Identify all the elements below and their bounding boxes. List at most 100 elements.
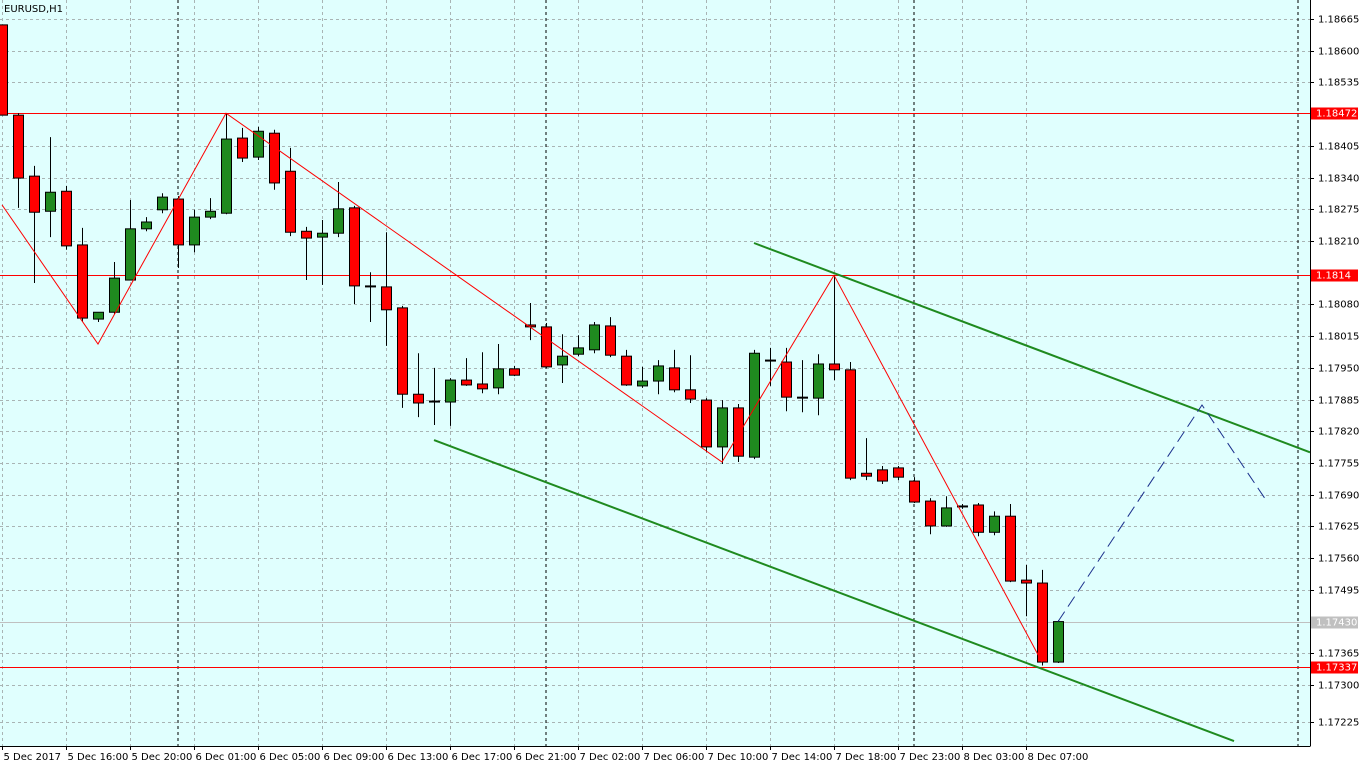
y-tick-label: 1.18340 xyxy=(1318,174,1359,185)
x-tick-label: 6 Dec 21:00 xyxy=(516,752,577,763)
candles xyxy=(0,24,1064,666)
candle-body xyxy=(0,24,8,116)
candle-body xyxy=(1005,515,1016,582)
candle-body xyxy=(493,368,504,389)
candle-body xyxy=(429,400,440,403)
y-tick-label: 1.18080 xyxy=(1318,300,1359,311)
y-tick-label: 1.17365 xyxy=(1318,649,1359,660)
y-tick-label: 1.18535 xyxy=(1318,78,1359,89)
period-separators xyxy=(177,0,1299,746)
candle-body xyxy=(477,383,488,390)
candle-body xyxy=(557,355,568,366)
candle-body xyxy=(989,515,1000,533)
price-label-bg xyxy=(1311,107,1358,120)
candle-body xyxy=(749,352,760,458)
candle-body xyxy=(1053,621,1064,663)
y-tick-label: 1.18665 xyxy=(1318,15,1359,26)
candle-body xyxy=(877,469,888,482)
candle-body xyxy=(733,407,744,457)
price-label: 1.17337 xyxy=(1316,663,1357,674)
candle-body xyxy=(397,307,408,395)
y-tick-label: 1.17300 xyxy=(1318,681,1359,692)
x-tick-label: 6 Dec 01:00 xyxy=(196,752,257,763)
y-tick-label: 1.18210 xyxy=(1318,237,1359,248)
y-tick-label: 1.17755 xyxy=(1318,459,1359,470)
x-tick-label: 5 Dec 16:00 xyxy=(68,752,129,763)
candle-body xyxy=(269,132,280,184)
candle-body xyxy=(349,207,360,287)
candle-body xyxy=(861,472,872,477)
price-label-bg xyxy=(1311,616,1358,629)
candle-body xyxy=(189,216,200,246)
candle-body xyxy=(973,504,984,533)
y-tick-label: 1.17495 xyxy=(1318,586,1359,597)
candle-body xyxy=(541,326,552,368)
x-tick-label: 5 Dec 20:00 xyxy=(132,752,193,763)
candle-body xyxy=(925,500,936,527)
candle-body xyxy=(109,277,120,313)
x-tick-label: 7 Dec 06:00 xyxy=(644,752,705,763)
y-tick-label: 1.17690 xyxy=(1318,491,1359,502)
candle-body xyxy=(141,221,152,230)
candle-body xyxy=(621,355,632,386)
trend-line xyxy=(433,439,1235,743)
candle-body xyxy=(93,311,104,320)
candle-body xyxy=(157,196,168,211)
candle-body xyxy=(701,399,712,448)
x-tick-label: 8 Dec 07:00 xyxy=(1028,752,1089,763)
chart-title: EURUSD,H1 xyxy=(4,4,63,15)
candle-body xyxy=(781,361,792,398)
x-tick-label: 7 Dec 18:00 xyxy=(836,752,897,763)
candle-body xyxy=(797,396,808,399)
x-tick-label: 6 Dec 09:00 xyxy=(324,752,385,763)
candle-body xyxy=(509,368,520,376)
y-tick-label: 1.17885 xyxy=(1318,396,1359,407)
candle-body xyxy=(893,467,904,478)
candle-body xyxy=(413,393,424,404)
candle-body xyxy=(669,367,680,391)
candle-body xyxy=(381,286,392,311)
candle-body xyxy=(941,507,952,527)
candle-body xyxy=(221,138,232,214)
price-label-bg xyxy=(1311,269,1358,282)
x-tick-label: 7 Dec 02:00 xyxy=(580,752,641,763)
trend-line xyxy=(1,112,1043,663)
candle-body xyxy=(77,244,88,319)
candle-body xyxy=(205,210,216,218)
candle-body xyxy=(461,379,472,386)
candle-body xyxy=(909,480,920,503)
x-tick-label: 7 Dec 10:00 xyxy=(708,752,769,763)
candle-body xyxy=(237,137,248,159)
candle-body xyxy=(717,407,728,448)
candle-body xyxy=(61,190,72,247)
candle-body xyxy=(813,363,824,399)
x-tick-label: 5 Dec 2017 xyxy=(4,752,62,763)
candle-body xyxy=(573,347,584,355)
candle-body xyxy=(845,369,856,479)
candle-body xyxy=(13,114,24,179)
x-tick-label: 7 Dec 14:00 xyxy=(772,752,833,763)
y-tick-label: 1.17625 xyxy=(1318,522,1359,533)
y-tick-label: 1.17225 xyxy=(1318,718,1359,729)
candle-body xyxy=(605,325,616,356)
candle-body xyxy=(829,363,840,371)
x-tick-label: 7 Dec 23:00 xyxy=(900,752,961,763)
candle-body xyxy=(685,389,696,400)
y-tick-label: 1.18600 xyxy=(1318,47,1359,58)
candle-body xyxy=(253,130,264,158)
objects xyxy=(1,112,1310,743)
price-label-bg xyxy=(1311,661,1358,674)
x-tick-label: 6 Dec 05:00 xyxy=(260,752,321,763)
candle-body xyxy=(957,505,968,508)
candle-body xyxy=(653,365,664,382)
candle-body xyxy=(301,230,312,239)
x-tick-label: 8 Dec 03:00 xyxy=(964,752,1025,763)
candle-body xyxy=(333,208,344,234)
y-tick-label: 1.17820 xyxy=(1318,427,1359,438)
trend-line xyxy=(753,242,1310,454)
y-tick-label: 1.17950 xyxy=(1318,364,1359,375)
candle-body xyxy=(317,232,328,238)
candle-body xyxy=(29,175,40,213)
x-tick-label: 6 Dec 13:00 xyxy=(388,752,449,763)
